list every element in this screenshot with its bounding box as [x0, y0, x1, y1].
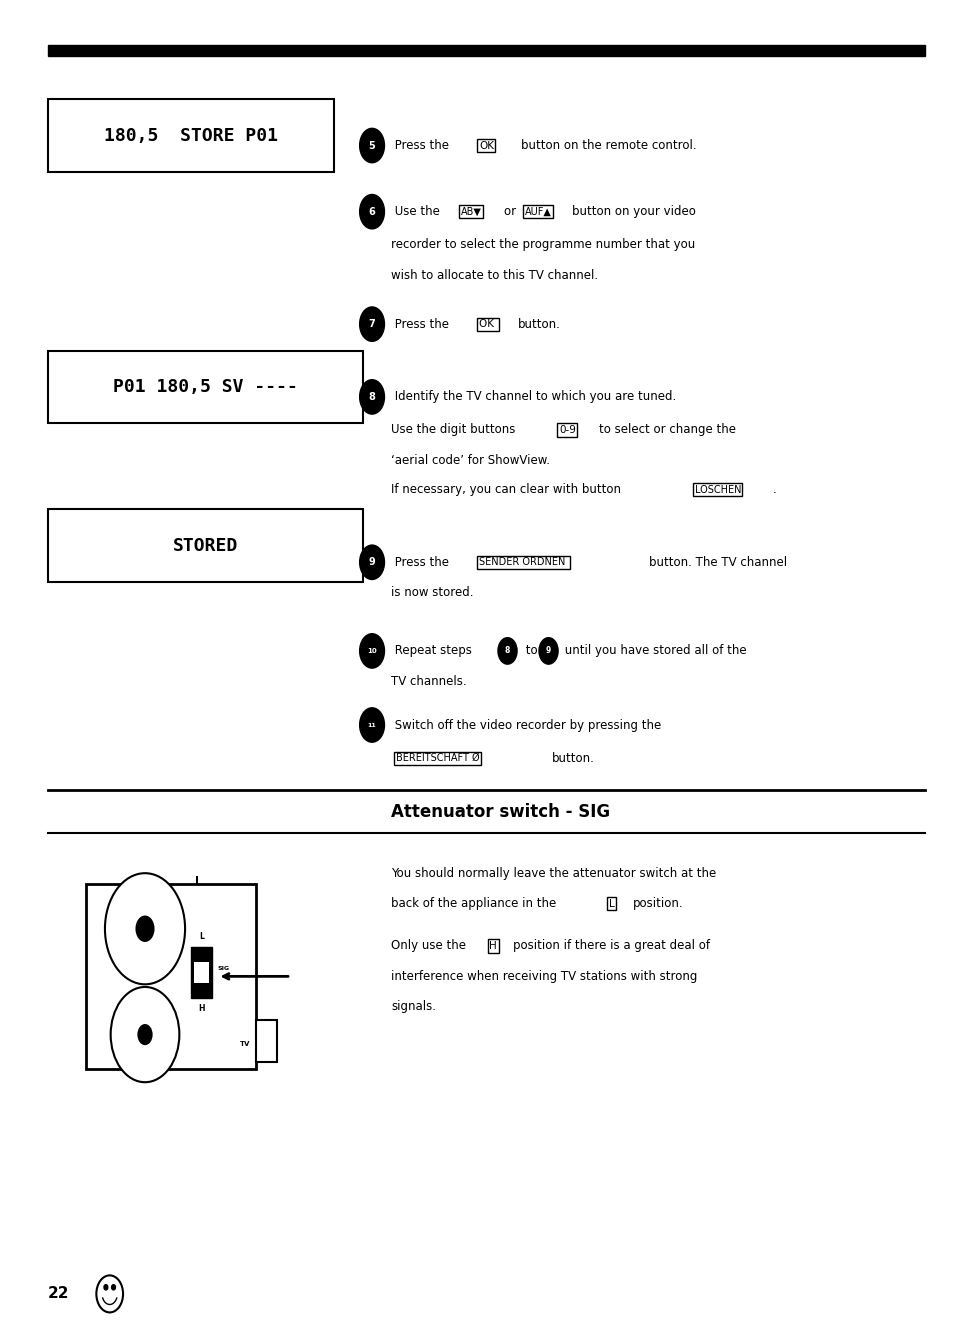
Text: 8: 8	[368, 392, 375, 402]
Text: interference when receiving TV stations with strong: interference when receiving TV stations …	[391, 970, 697, 983]
Text: LÖSCHEN: LÖSCHEN	[694, 484, 740, 495]
Text: Press the: Press the	[391, 139, 453, 152]
Text: Use the: Use the	[391, 205, 443, 218]
Text: 7: 7	[368, 319, 375, 329]
Text: 180,5  STORE P01: 180,5 STORE P01	[104, 127, 277, 144]
Circle shape	[111, 987, 179, 1082]
Circle shape	[359, 380, 384, 414]
Text: You should normally leave the attenuator switch at the: You should normally leave the attenuator…	[391, 867, 716, 880]
Text: button on your video: button on your video	[572, 205, 696, 218]
Circle shape	[359, 708, 384, 742]
Text: 11: 11	[367, 722, 376, 728]
Text: signals.: signals.	[391, 1000, 436, 1013]
Text: 5: 5	[368, 140, 375, 151]
Text: button.: button.	[517, 318, 560, 331]
Text: TV channels.: TV channels.	[391, 675, 466, 688]
Text: Attenuator switch - SIG: Attenuator switch - SIG	[391, 803, 610, 822]
Circle shape	[359, 194, 384, 229]
Text: TV: TV	[240, 1041, 250, 1046]
Text: button on the remote control.: button on the remote control.	[520, 139, 696, 152]
Text: ‘aerial code’ for ShowView.: ‘aerial code’ for ShowView.	[391, 454, 550, 467]
Text: AB▼: AB▼	[460, 206, 481, 217]
Text: Press the: Press the	[391, 318, 453, 331]
Text: BEREITSCHAFT Ø: BEREITSCHAFT Ø	[395, 753, 479, 763]
Bar	[255, 1020, 276, 1062]
Text: OK: OK	[478, 319, 497, 329]
Circle shape	[105, 873, 185, 984]
Text: until you have stored all of the: until you have stored all of the	[560, 644, 746, 658]
Text: Repeat steps: Repeat steps	[391, 644, 476, 658]
Circle shape	[538, 638, 558, 664]
Text: H: H	[198, 1004, 204, 1012]
Text: is now stored.: is now stored.	[391, 586, 473, 599]
Text: Use the digit buttons: Use the digit buttons	[391, 423, 518, 437]
Circle shape	[137, 1024, 152, 1045]
Text: L: L	[198, 933, 204, 941]
Text: 6: 6	[368, 206, 375, 217]
Text: If necessary, you can clear with button: If necessary, you can clear with button	[391, 483, 624, 496]
Circle shape	[104, 1285, 108, 1290]
Bar	[48, 99, 334, 172]
Text: Identify the TV channel to which you are tuned.: Identify the TV channel to which you are…	[391, 390, 676, 404]
Text: OK: OK	[478, 140, 494, 151]
Circle shape	[359, 307, 384, 341]
Text: to select or change the: to select or change the	[598, 423, 736, 437]
Text: AUF▲: AUF▲	[524, 206, 551, 217]
Text: button.: button.	[551, 751, 594, 765]
Text: H: H	[489, 941, 497, 951]
Text: position if there is a great deal of: position if there is a great deal of	[513, 939, 709, 953]
Text: SENDER ORDNEN: SENDER ORDNEN	[478, 557, 568, 568]
Text: Press the: Press the	[391, 556, 453, 569]
Text: Switch off the video recorder by pressing the: Switch off the video recorder by pressin…	[391, 718, 660, 732]
Bar	[193, 962, 209, 983]
Circle shape	[112, 1285, 115, 1290]
Text: to: to	[521, 644, 540, 658]
Text: 9: 9	[545, 647, 551, 655]
Circle shape	[135, 916, 154, 942]
Text: 10: 10	[367, 648, 376, 654]
Text: Only use the: Only use the	[391, 939, 470, 953]
Bar	[86, 884, 255, 1069]
Bar	[191, 947, 212, 998]
Text: button. The TV channel: button. The TV channel	[648, 556, 786, 569]
Bar	[48, 45, 924, 56]
Circle shape	[359, 634, 384, 668]
Text: .: .	[772, 483, 776, 496]
Text: 9: 9	[368, 557, 375, 568]
Circle shape	[359, 545, 384, 579]
Text: STORED: STORED	[172, 537, 237, 554]
Text: back of the appliance in the: back of the appliance in the	[391, 897, 559, 910]
Text: 8: 8	[504, 647, 510, 655]
Text: P01 180,5 SV ----: P01 180,5 SV ----	[112, 378, 297, 396]
Text: position.: position.	[632, 897, 682, 910]
Text: L: L	[608, 898, 614, 909]
Text: SIG: SIG	[217, 966, 230, 971]
Circle shape	[497, 638, 517, 664]
Text: I: I	[195, 876, 199, 886]
Text: 0-9: 0-9	[558, 425, 576, 435]
Text: or: or	[503, 205, 519, 218]
Text: recorder to select the programme number that you: recorder to select the programme number …	[391, 238, 695, 251]
Bar	[48, 509, 362, 582]
Circle shape	[359, 128, 384, 163]
Text: wish to allocate to this TV channel.: wish to allocate to this TV channel.	[391, 269, 598, 282]
Bar	[48, 351, 362, 423]
Text: 22: 22	[48, 1286, 70, 1302]
